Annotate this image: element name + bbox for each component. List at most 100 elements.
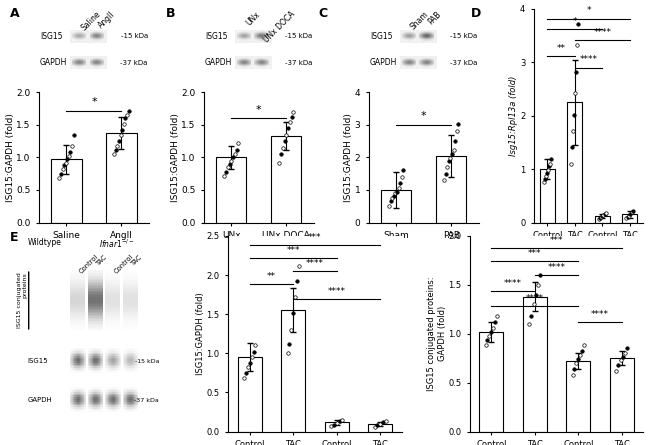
Bar: [114, 404, 116, 405]
Bar: [70, 297, 85, 298]
Bar: [94, 368, 95, 369]
Bar: [92, 410, 94, 412]
Y-axis label: ISG15:GAPDH (fold): ISG15:GAPDH (fold): [196, 292, 205, 375]
Bar: [88, 283, 103, 285]
Bar: [135, 364, 136, 366]
Bar: [117, 409, 118, 410]
Bar: [70, 321, 85, 322]
Bar: [133, 348, 134, 349]
Bar: [118, 358, 120, 360]
Bar: [131, 371, 132, 373]
Bar: [130, 399, 131, 401]
Bar: [109, 369, 110, 371]
Bar: [82, 409, 83, 410]
Bar: [94, 407, 95, 409]
Bar: [123, 306, 138, 307]
Bar: [83, 400, 84, 402]
Bar: [134, 361, 135, 363]
Bar: [125, 349, 126, 351]
Bar: [90, 402, 91, 404]
Bar: [118, 392, 120, 394]
Bar: [114, 358, 116, 360]
Bar: [111, 388, 112, 390]
Bar: [95, 368, 96, 369]
Bar: [76, 390, 77, 392]
Bar: [98, 392, 99, 394]
Bar: [127, 400, 128, 402]
Bar: [71, 404, 72, 405]
Bar: [117, 369, 118, 371]
Bar: [105, 271, 120, 273]
Bar: [105, 356, 106, 358]
Bar: [90, 353, 91, 355]
Bar: [90, 395, 91, 397]
Bar: [99, 358, 100, 360]
Bar: [123, 310, 138, 312]
Bar: [125, 409, 126, 410]
Bar: [81, 404, 82, 405]
Bar: [128, 368, 129, 369]
Bar: [111, 366, 112, 368]
Bar: [113, 364, 114, 366]
Bar: [132, 361, 133, 363]
Bar: [75, 410, 76, 412]
Bar: [128, 351, 129, 353]
Bar: [129, 405, 130, 407]
Bar: [100, 387, 101, 388]
Bar: [73, 387, 74, 388]
Bar: [105, 321, 120, 322]
Bar: [76, 392, 77, 394]
Bar: [105, 297, 120, 298]
Bar: [120, 387, 121, 388]
Bar: [71, 409, 72, 410]
Bar: [72, 405, 73, 407]
Bar: [70, 282, 85, 283]
Bar: [98, 368, 99, 369]
Bar: [82, 410, 83, 412]
Bar: [99, 400, 100, 402]
Bar: [100, 409, 101, 410]
Bar: [80, 405, 81, 407]
Bar: [126, 400, 127, 402]
Bar: [77, 364, 78, 366]
Bar: [114, 400, 116, 402]
Bar: [71, 395, 72, 397]
Bar: [112, 394, 113, 395]
Bar: [135, 361, 136, 363]
Bar: [79, 399, 80, 401]
Bar: [98, 405, 99, 407]
Bar: [134, 363, 135, 364]
Bar: [96, 397, 97, 399]
Bar: [116, 369, 117, 371]
Text: -15 kDa: -15 kDa: [450, 33, 478, 39]
Bar: [77, 361, 78, 363]
Bar: [84, 394, 85, 395]
Bar: [118, 405, 120, 407]
Bar: [125, 400, 126, 402]
Bar: [114, 390, 116, 392]
Bar: [109, 371, 110, 373]
Bar: [80, 351, 81, 353]
Bar: [105, 312, 120, 313]
Bar: [117, 397, 118, 399]
Bar: [81, 371, 82, 373]
Bar: [91, 360, 92, 361]
Bar: [113, 399, 114, 401]
Bar: [82, 371, 83, 373]
Bar: [71, 364, 72, 366]
Bar: [114, 399, 116, 401]
Bar: [131, 366, 132, 368]
Bar: [80, 404, 81, 405]
Bar: [107, 402, 108, 404]
Bar: [114, 402, 116, 404]
Bar: [71, 360, 72, 361]
Bar: [83, 404, 84, 405]
Text: ****: ****: [593, 28, 611, 36]
Bar: [76, 410, 77, 412]
Bar: [106, 355, 107, 356]
Bar: [94, 351, 95, 353]
Bar: [123, 320, 138, 321]
Bar: [107, 355, 108, 356]
Bar: [108, 387, 109, 388]
Bar: [135, 355, 136, 356]
